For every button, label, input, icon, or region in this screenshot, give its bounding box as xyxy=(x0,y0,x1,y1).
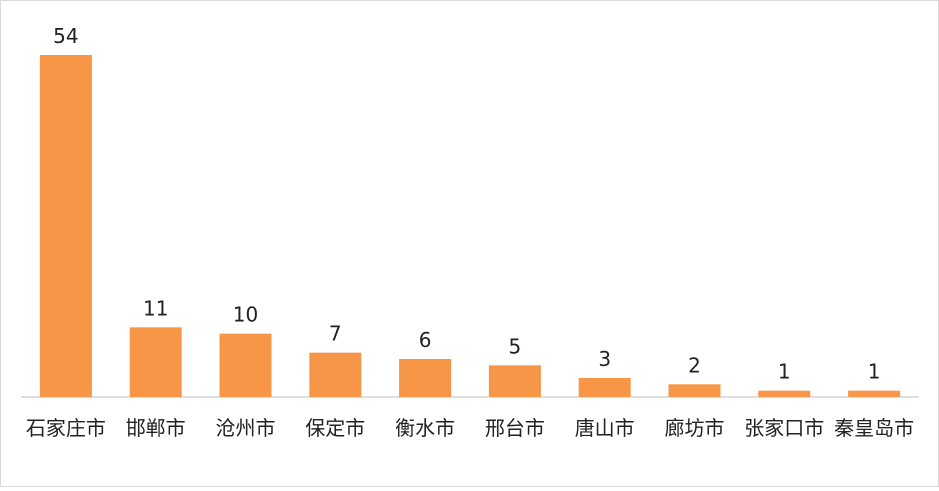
bar-3 xyxy=(219,333,272,397)
category-label-4: 保定市 xyxy=(305,416,365,440)
data-label-1: 54 xyxy=(53,24,78,48)
data-label-5: 6 xyxy=(419,328,432,352)
bar-1 xyxy=(39,55,92,397)
data-label-10: 1 xyxy=(868,360,881,384)
data-label-8: 2 xyxy=(688,353,701,377)
category-label-3: 沧州市 xyxy=(216,416,276,440)
data-label-4: 7 xyxy=(329,322,342,346)
bar-9 xyxy=(758,390,811,397)
category-label-5: 衡水市 xyxy=(395,416,455,440)
data-label-3: 10 xyxy=(233,303,258,327)
bar-8 xyxy=(668,384,721,397)
category-label-2: 邯郸市 xyxy=(126,416,186,440)
category-label-7: 唐山市 xyxy=(575,416,635,440)
data-label-9: 1 xyxy=(778,360,791,384)
bar-4 xyxy=(309,352,362,397)
bar-7 xyxy=(578,378,631,397)
bar-10 xyxy=(848,390,901,397)
data-label-7: 3 xyxy=(598,347,611,371)
category-label-10: 秦皇岛市 xyxy=(834,416,914,440)
bar-2 xyxy=(129,327,182,397)
data-label-6: 5 xyxy=(509,334,522,358)
category-label-8: 廊坊市 xyxy=(665,416,725,440)
bar-5 xyxy=(399,359,452,397)
category-label-1: 石家庄市 xyxy=(26,416,106,440)
bar-6 xyxy=(488,365,541,397)
data-label-2: 11 xyxy=(143,296,168,320)
category-label-6: 邢台市 xyxy=(485,416,545,440)
category-label-9: 张家口市 xyxy=(744,416,824,440)
